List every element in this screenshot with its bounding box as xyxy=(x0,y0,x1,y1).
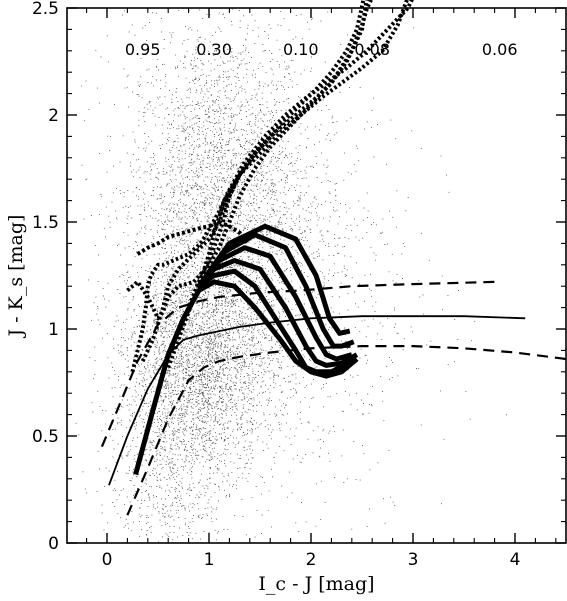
mass-annotation: 0.10 xyxy=(283,40,319,59)
y-axis-title: J - K_s [mag] xyxy=(5,215,27,339)
curve-dashed-2 xyxy=(100,280,495,448)
x-axis-title: I_c - J [mag] xyxy=(258,573,374,595)
curve-dotted-medium-15 xyxy=(136,220,250,256)
curve-dotted-11 xyxy=(140,0,369,362)
curve-thick-9 xyxy=(196,223,351,336)
mass-annotation: 0.06 xyxy=(482,40,518,59)
x-tick-label: 2 xyxy=(306,550,317,570)
curve-thick-6 xyxy=(196,258,359,368)
curve-thick-5 xyxy=(197,268,353,375)
x-tick-label: 0 xyxy=(102,550,113,570)
y-tick-label: 2 xyxy=(48,106,59,126)
curve-thick-4 xyxy=(133,279,359,476)
curve-solid-thin-1 xyxy=(108,315,526,486)
curve-dotted-10 xyxy=(130,0,414,373)
scatter-points xyxy=(70,8,507,543)
y-tick-label: 1 xyxy=(48,320,59,340)
mass-annotation: 0.30 xyxy=(196,40,232,59)
y-tick-label: 0.5 xyxy=(32,427,59,447)
curve-dashed-3 xyxy=(126,345,567,516)
scatter-cloud xyxy=(70,8,507,543)
mass-annotation: 0.08 xyxy=(354,40,390,59)
x-tick-label: 1 xyxy=(204,550,215,570)
axis-ticks: 0 1 2 3 4 0 0.5 1 1.5 2 2.5 xyxy=(32,0,566,570)
curve-thick-7 xyxy=(196,245,353,362)
y-tick-label: 1.5 xyxy=(32,213,59,233)
mass-annotations: 0.95 0.30 0.10 0.08 0.06 xyxy=(125,40,518,59)
curve-dotted-12 xyxy=(126,0,374,321)
curves-layer xyxy=(100,0,567,516)
curve-thick-8 xyxy=(196,232,355,349)
x-tick-label: 4 xyxy=(510,550,521,570)
x-tick-label: 3 xyxy=(408,550,419,570)
mass-annotation: 0.95 xyxy=(125,40,161,59)
curve-dotted-14 xyxy=(166,0,410,369)
plot-frame xyxy=(66,7,567,544)
y-tick-label: 2.5 xyxy=(32,0,59,19)
y-tick-label: 0 xyxy=(48,534,59,554)
